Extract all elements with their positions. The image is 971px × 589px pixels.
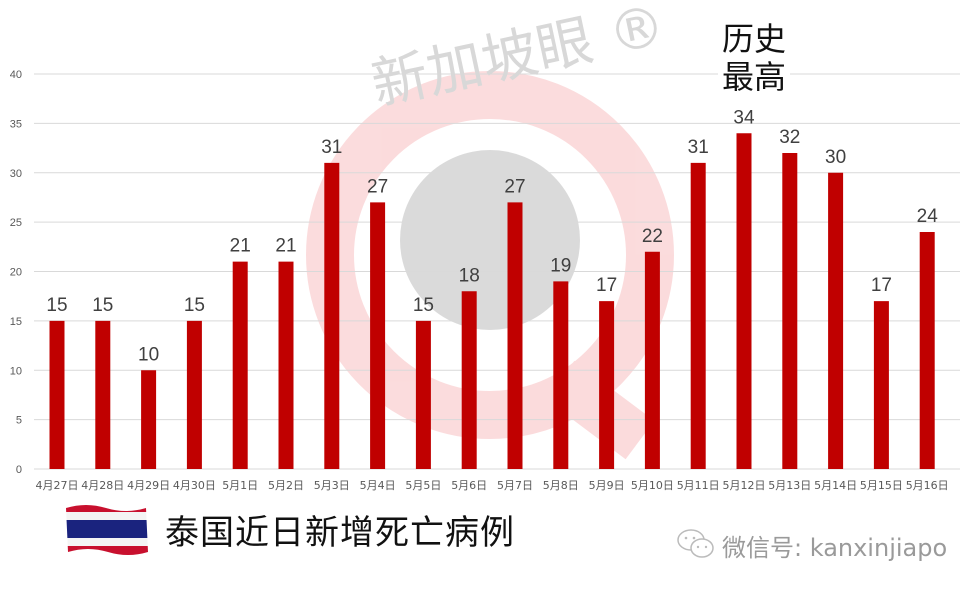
annotation-line-1: 历史 [722, 20, 787, 58]
bar [873, 301, 889, 469]
x-tick-label: 5月1日 [222, 479, 258, 492]
y-tick-label: 0 [16, 464, 22, 476]
x-tick-label: 5月2日 [268, 479, 304, 492]
x-tick-label: 5月4日 [360, 479, 396, 492]
x-tick-label: 5月5日 [405, 479, 441, 492]
bar [370, 202, 386, 469]
x-tick-label: 5月9日 [589, 479, 625, 492]
y-tick-label: 40 [10, 69, 22, 81]
chart-title: 泰国近日新增死亡病例 [165, 513, 515, 553]
y-tick-label: 30 [10, 168, 22, 180]
data-label: 10 [138, 344, 159, 365]
x-tick-label: 5月12日 [723, 479, 766, 492]
bar [690, 162, 706, 469]
bar [186, 320, 202, 469]
x-tick-label: 4月29日 [127, 479, 170, 492]
x-tick-label: 5月13日 [768, 479, 811, 492]
x-tick-label: 5月15日 [860, 479, 903, 492]
wechat-icon [677, 529, 714, 558]
x-tick-label: 5月6日 [451, 479, 487, 492]
x-tick-label: 5月8日 [543, 479, 579, 492]
x-tick-label: 5月3日 [314, 479, 350, 492]
x-tick-label: 5月14日 [814, 479, 857, 492]
x-tick-label: 4月28日 [81, 479, 124, 492]
x-tick-label: 5月7日 [497, 479, 533, 492]
data-label: 18 [459, 265, 480, 286]
data-label: 21 [230, 236, 251, 257]
data-label: 15 [184, 295, 205, 316]
thailand-flag-icon [66, 505, 148, 555]
y-tick-label: 25 [10, 217, 22, 229]
data-label: 24 [917, 206, 939, 227]
data-label: 31 [321, 137, 342, 158]
data-label: 32 [779, 127, 800, 148]
bar-chart: 0 5 10 15 20 25 30 35 40 15 4月27日 15 4月28日 10 4月29日 15 4… [10, 69, 960, 492]
bar [95, 320, 111, 469]
y-tick-label: 20 [10, 267, 22, 279]
data-label: 34 [733, 107, 755, 128]
bar [919, 232, 935, 469]
data-label: 15 [413, 295, 434, 316]
y-tick-label: 35 [10, 118, 22, 130]
data-label: 31 [688, 137, 709, 158]
x-tick-label: 5月11日 [677, 479, 720, 492]
bar [644, 251, 660, 469]
bar [507, 202, 523, 469]
y-tick-label: 10 [10, 365, 22, 377]
bar [828, 172, 844, 469]
data-label: 21 [275, 236, 296, 257]
bar [232, 261, 248, 469]
data-label: 27 [504, 176, 525, 197]
wechat-id: 微信号: kanxinjiapo [722, 534, 948, 562]
annotation-line-2: 最高 [722, 58, 787, 96]
bar [141, 370, 157, 469]
bar [278, 261, 294, 469]
x-tick-label: 4月27日 [36, 479, 79, 492]
bar [736, 133, 752, 469]
bar [461, 291, 477, 469]
peak-annotation: 历史 最高 [718, 20, 791, 96]
bar [324, 162, 340, 469]
y-tick-label: 15 [10, 316, 22, 328]
bar [782, 153, 798, 469]
data-label: 22 [642, 226, 663, 247]
data-label: 27 [367, 176, 388, 197]
data-label: 17 [596, 275, 617, 296]
bar [49, 320, 65, 469]
data-label: 19 [550, 255, 571, 276]
data-label: 15 [92, 295, 113, 316]
bar [553, 281, 569, 469]
bar [599, 301, 615, 469]
x-tick-label: 5月10日 [631, 479, 674, 492]
bar [415, 320, 431, 469]
y-tick-label: 5 [16, 415, 22, 427]
x-tick-label: 5月16日 [906, 479, 949, 492]
x-tick-label: 4月30日 [173, 479, 216, 492]
data-label: 17 [871, 275, 892, 296]
data-label: 15 [46, 295, 67, 316]
data-label: 30 [825, 147, 846, 168]
